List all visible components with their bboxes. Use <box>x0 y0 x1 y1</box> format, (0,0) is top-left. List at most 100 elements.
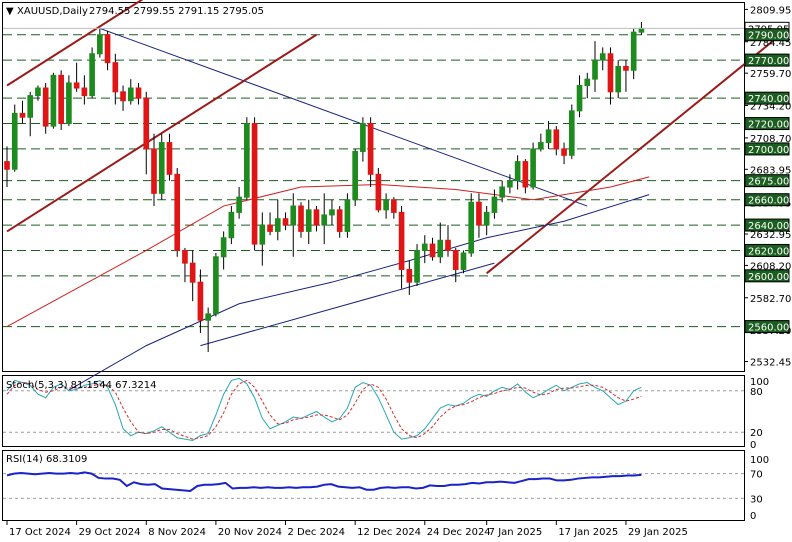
candle-body <box>104 34 111 64</box>
price-tick-label: 2532.45 <box>750 358 791 369</box>
candle-body <box>236 196 242 213</box>
candle-body <box>568 110 575 156</box>
candle-body <box>615 65 622 93</box>
candle-body <box>476 201 482 226</box>
candle-body <box>553 129 560 150</box>
candle-body <box>27 95 34 118</box>
date-label: 17 Jan 2025 <box>558 527 618 538</box>
rsi-panel-border <box>2 450 745 521</box>
level-label-box <box>744 91 790 105</box>
candle-body <box>592 59 598 80</box>
date-label: 20 Nov 2024 <box>218 527 282 538</box>
candle-body <box>336 209 343 232</box>
candle-body <box>197 281 204 321</box>
candle-body <box>623 65 629 71</box>
level-label-box <box>744 243 790 257</box>
candle-body <box>460 252 467 270</box>
level-label: 2640.00 <box>748 221 789 232</box>
candle-body <box>321 214 328 226</box>
candle-body <box>73 82 80 89</box>
symbol-icon: ▼ <box>6 6 14 17</box>
rsi-label: RSI(14) 68.3109 <box>6 454 87 465</box>
stoch-panel-border <box>2 375 745 447</box>
candle-body <box>638 27 645 33</box>
candle-body <box>630 31 637 71</box>
indicator-scale-min: 0 <box>750 511 756 522</box>
indicator-level-label: 20 <box>750 428 763 439</box>
candle-body <box>11 112 18 170</box>
candle-body <box>213 256 219 315</box>
date-label: 29 Oct 2024 <box>79 527 141 538</box>
candle-body <box>344 199 351 232</box>
level-label: 2560.00 <box>748 323 789 334</box>
level-label: 2720.00 <box>748 120 789 131</box>
price-tick-label: 2734.20 <box>750 102 791 113</box>
indicator-scale-max: 100 <box>750 455 769 466</box>
price-tick-label: 2759.70 <box>750 69 791 80</box>
candle-body <box>437 239 444 258</box>
candle-body <box>561 148 567 156</box>
candle-body <box>491 196 498 213</box>
level-label-box <box>744 53 790 67</box>
candle-body <box>545 129 552 144</box>
candle-body <box>329 209 335 216</box>
candle-body <box>398 211 405 270</box>
date-label: 24 Dec 2024 <box>427 527 491 538</box>
moving-average-line <box>68 194 650 391</box>
price-tick-label: 2608.20 <box>750 261 791 272</box>
price-tick-label: 2784.45 <box>750 38 791 49</box>
trendline <box>6 33 318 233</box>
indicator-level-label: 30 <box>750 494 763 505</box>
candle-body <box>360 123 366 152</box>
level-label-box <box>744 174 790 188</box>
level-label-box <box>744 117 790 131</box>
price-tick-label: 2632.95 <box>750 230 791 241</box>
level-label: 2600.00 <box>748 272 789 283</box>
candle-body <box>58 74 64 125</box>
candle-body <box>251 123 258 245</box>
level-label-box <box>744 320 790 334</box>
indicator-scale-min: 0 <box>750 440 756 451</box>
moving-averages <box>6 176 650 391</box>
ohlc-header: 2794.55 2799.55 2791.15 2795.05 <box>89 6 264 17</box>
candle-body <box>499 186 505 198</box>
indicator-level-label: 70 <box>750 470 763 481</box>
indicator-line <box>6 471 642 492</box>
candle-body <box>166 142 173 175</box>
trendline <box>6 0 144 87</box>
candle-body <box>530 148 536 188</box>
candle-body <box>158 142 165 194</box>
date-label: 2 Dec 2024 <box>288 527 346 538</box>
candle-body <box>135 87 142 99</box>
level-labels: 2790.00 2770.00 2740.00 2720.00 2700.00 2675.… <box>744 28 790 334</box>
candle-body <box>313 209 320 226</box>
candle-body <box>429 243 436 258</box>
candle-body <box>182 249 188 264</box>
candle-body <box>50 74 57 127</box>
candle-body <box>367 123 374 175</box>
candle-body <box>305 209 312 232</box>
candle-body <box>120 91 126 102</box>
candle-body <box>290 205 297 226</box>
candle-body <box>112 62 119 93</box>
level-label: 2790.00 <box>748 31 789 42</box>
candle-body <box>205 313 211 321</box>
candle-body <box>244 123 250 198</box>
horizontal-levels <box>3 34 744 328</box>
price-tick-label: 2582.70 <box>750 294 791 305</box>
candle-body <box>538 142 544 150</box>
candle-body <box>19 112 26 118</box>
indicator-line <box>6 377 642 442</box>
candle-body <box>298 205 304 232</box>
candle-body <box>282 218 289 226</box>
candle-body <box>151 148 157 194</box>
indicator-line <box>6 379 642 440</box>
candle-body <box>452 249 459 270</box>
date-label: 17 Oct 2024 <box>9 527 71 538</box>
date-axis: 17 Oct 2024 29 Oct 2024 8 Nov 2024 20 Nov 2… <box>6 521 688 538</box>
candle-body <box>414 249 420 283</box>
candle-body <box>81 87 88 97</box>
candle-body <box>576 84 583 112</box>
candle-body <box>607 53 614 93</box>
candles <box>4 22 645 352</box>
